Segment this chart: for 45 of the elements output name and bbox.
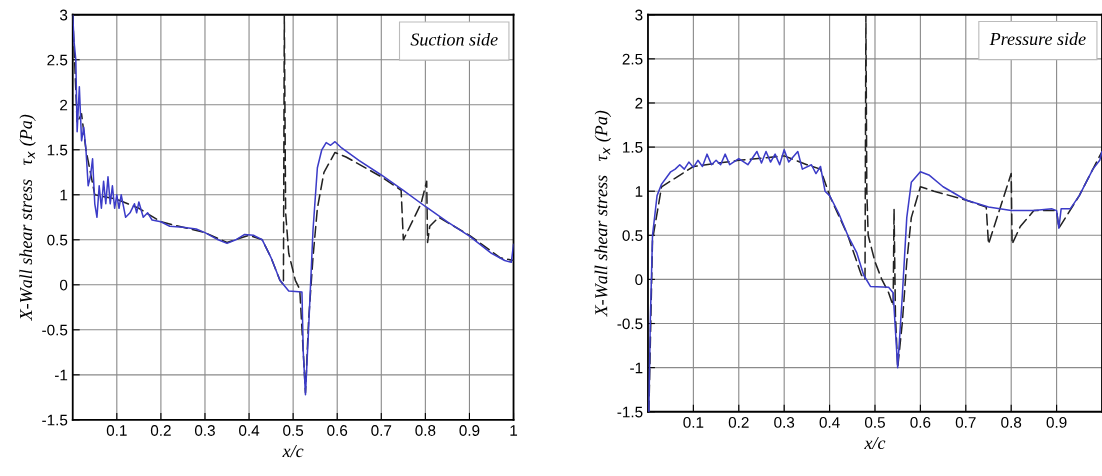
x-tick-label: 0.6 (327, 425, 348, 436)
x-tick-label: 0.7 (371, 425, 392, 436)
x-tick-label: 0.5 (283, 425, 304, 436)
x-axis-title: x/c (864, 437, 886, 450)
y-tick-label: -0.5 (42, 324, 68, 336)
y-tick-label: -1.5 (617, 406, 643, 418)
y-axis-title: X-Wall shear stress τ$_{x}$ (Pa) (19, 114, 36, 321)
x-tick-label: 0.9 (459, 425, 480, 436)
y-tick-label: -1.5 (42, 414, 68, 426)
x-tick-label: 0.1 (683, 417, 704, 428)
x-tick-label: 0.5 (864, 417, 885, 428)
y-tick-label: 3 (59, 9, 68, 21)
x-axis-title: x/c (282, 445, 304, 458)
x-tick-label: 0.8 (415, 425, 436, 436)
y-tick-label: -0.5 (617, 318, 643, 330)
y-tick-label: 0.5 (622, 230, 643, 241)
y-tick-label: 2 (635, 97, 643, 109)
y-tick-label: 1 (635, 186, 643, 197)
y-tick-label: 1 (60, 189, 68, 201)
y-tick-label: 0.5 (47, 234, 68, 246)
y-tick-label: 0 (635, 274, 643, 286)
y-tick-label: 1.5 (47, 144, 68, 156)
y-tick-label: 3 (635, 9, 643, 21)
x-tick-label: 0.4 (819, 417, 840, 428)
y-axis-title: X-Wall shear stress τ$_{x}$ (Pa) (594, 110, 611, 317)
y-tick-label: 2.5 (622, 53, 643, 65)
y-tick-label: 2 (60, 99, 68, 111)
annotation: Pressure side (989, 32, 1086, 46)
x-tick-label: 0.9 (1046, 417, 1067, 428)
x-tick-label: 0.8 (1001, 417, 1022, 428)
x-tick-label: 0.4 (239, 425, 260, 436)
x-tick-label: 0.2 (728, 417, 749, 428)
y-tick-label: 2.5 (47, 54, 68, 66)
x-tick-label: 0.6 (910, 417, 931, 428)
x-tick-label: 0.2 (150, 425, 171, 436)
annotation: Suction side (410, 32, 498, 46)
y-tick-label: 1.5 (623, 142, 643, 153)
y-tick-label: -1 (630, 362, 643, 374)
x-tick-label: 0.1 (106, 425, 127, 436)
y-tick-label: 0 (59, 279, 68, 291)
y-tick-label: -1 (54, 369, 68, 381)
x-tick-label: 0.7 (955, 417, 976, 428)
x-tick-label: 0.3 (774, 417, 795, 428)
x-tick-label: 1 (510, 425, 518, 436)
x-tick-label: 0.3 (194, 425, 215, 436)
